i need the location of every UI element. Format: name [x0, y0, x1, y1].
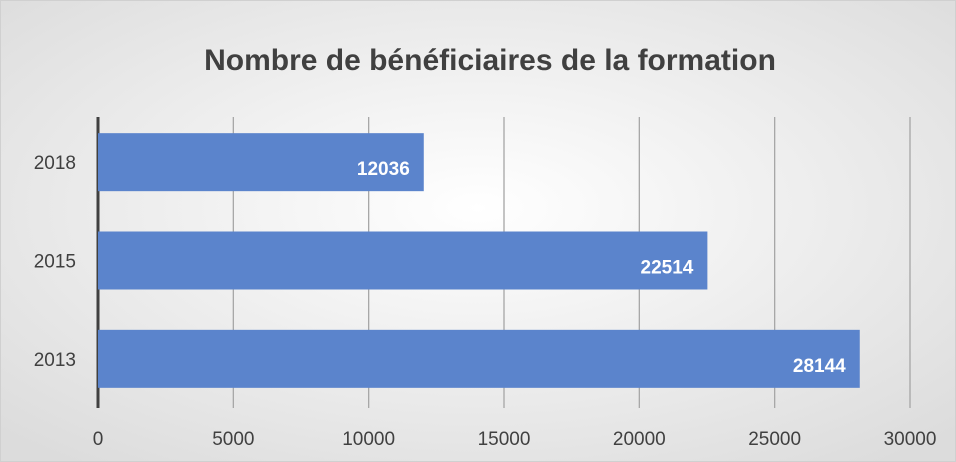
x-tick-label: 20000: [613, 429, 666, 450]
y-tick-label: 2018: [34, 153, 76, 174]
data-label: 12036: [357, 159, 410, 180]
x-tick-label: 10000: [342, 429, 395, 450]
chart-title: Nombre de bénéficiaires de la formation: [204, 44, 776, 77]
x-tick-label: 15000: [478, 429, 531, 450]
x-tick-label: 30000: [884, 429, 937, 450]
y-tick-label: 2015: [34, 252, 76, 273]
data-label: 28144: [793, 356, 846, 377]
x-tick-label: 5000: [212, 429, 254, 450]
data-label: 22514: [641, 258, 694, 279]
bar: [98, 329, 860, 388]
bar: [98, 133, 424, 192]
x-tick-label: 0: [93, 429, 104, 450]
bar: [98, 231, 708, 290]
x-tick-label: 25000: [748, 429, 801, 450]
y-tick-label: 2013: [34, 350, 76, 371]
